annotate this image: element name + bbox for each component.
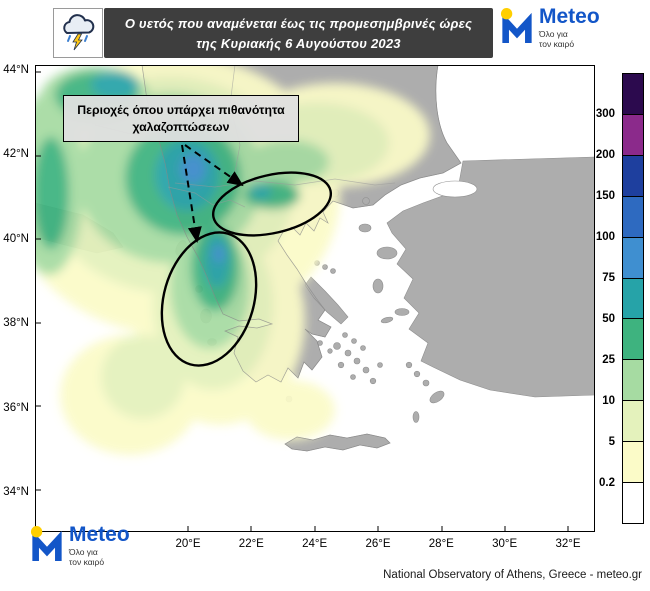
lon-label: 24°E [302, 538, 328, 550]
meteo-tagline: Όλο για τον καιρό [539, 29, 575, 49]
colorbar-segment [623, 237, 643, 279]
country-border [174, 178, 396, 188]
colorbar-label: 0.2 [599, 477, 615, 489]
colorbar-label: 25 [602, 354, 615, 366]
colorbar-label: 10 [602, 395, 615, 407]
hail-annotation-line-1: Περιοχές όπου υπάρχει πιθανότητα [77, 103, 285, 117]
lon-label: 28°E [428, 538, 454, 550]
hail-annotation-layer [160, 171, 333, 367]
colorbar-label: 200 [595, 149, 615, 161]
storm-icon-box [53, 8, 103, 58]
lon-label: 22°E [238, 538, 264, 550]
lat-label: 40°N [3, 232, 29, 245]
lon-label: 30°E [492, 538, 518, 550]
colorbar-segment [623, 74, 643, 115]
colorbar-segment [623, 401, 643, 443]
title-line-2: της Κυριακής 6 Αυγούστου 2023 [196, 35, 401, 51]
lon-label: 32°E [555, 538, 581, 550]
lat-label: 42°N [3, 148, 29, 161]
credit-text: National Observatory of Athens, Greece -… [383, 569, 642, 581]
colorbar-label: 100 [595, 231, 615, 243]
hail-ellipse-west [160, 231, 258, 367]
colorbar-label: 75 [602, 272, 615, 284]
annotation-arrows [181, 144, 244, 243]
sea-of-marmara [432, 180, 478, 198]
title-line-1: Ο υετός που αναμένεται έως τις προμεσημβ… [124, 15, 473, 31]
colorbar-label: 150 [595, 190, 615, 202]
colorbar [622, 73, 644, 524]
lat-label: 36°N [3, 401, 29, 414]
map-frame [35, 65, 595, 532]
colorbar-label: 50 [602, 313, 615, 325]
sun-icon [500, 8, 513, 20]
colorbar-segment [623, 196, 643, 238]
meteo-m-icon [500, 8, 532, 43]
colorbar-labels: 300 200 150 100 75 50 25 10 5 0.2 [582, 73, 618, 524]
colorbar-segment [623, 155, 643, 197]
lat-label: 38°N [3, 317, 29, 330]
lon-label: 20°E [175, 538, 201, 550]
colorbar-segment [623, 114, 643, 156]
colorbar-segment [623, 360, 643, 402]
title-banner: Ο υετός που αναμένεται έως τις προμεσημβ… [104, 8, 493, 58]
colorbar-segment [623, 319, 643, 361]
storm-icon [63, 14, 95, 51]
meteo-logo-top: Meteo Όλο για τον καιρό [500, 5, 600, 50]
meteo-brand-text: Meteo [539, 5, 600, 28]
sun-icon [30, 526, 43, 538]
arrow-to-west-ellipse [181, 144, 202, 243]
colorbar-segment [623, 483, 643, 523]
hail-ellipse-north [211, 171, 333, 237]
country-border [167, 186, 246, 208]
land-turkey [386, 156, 596, 398]
precip-level-75-100 [180, 154, 225, 263]
colorbar-label: 300 [595, 108, 615, 120]
land-euboea [304, 276, 349, 325]
colorbar-segment [623, 442, 643, 484]
latitude-axis: 44°N 42°N 40°N 38°N 36°N 34°N [0, 64, 32, 498]
meteo-tagline: Όλο για τον καιρό [69, 547, 105, 567]
lon-label: 26°E [365, 538, 391, 550]
meteo-logo-bottom: Meteo Όλο για τον καιρό [30, 523, 130, 568]
hail-annotation-line-2: χαλαζοπτώσεων [132, 120, 230, 134]
lat-label: 34°N [3, 485, 29, 498]
colorbar-label: 5 [608, 436, 615, 448]
colorbar-segment [623, 278, 643, 320]
hail-annotation-box: Περιοχές όπου υπάρχει πιθανότητα χαλαζοπ… [63, 95, 299, 142]
meteo-brand-text: Meteo [69, 523, 130, 546]
meteo-m-icon [30, 526, 62, 561]
lat-label: 44°N [3, 64, 29, 76]
longitude-axis: 20°E 22°E 24°E 26°E 28°E 30°E 32°E [168, 538, 588, 550]
